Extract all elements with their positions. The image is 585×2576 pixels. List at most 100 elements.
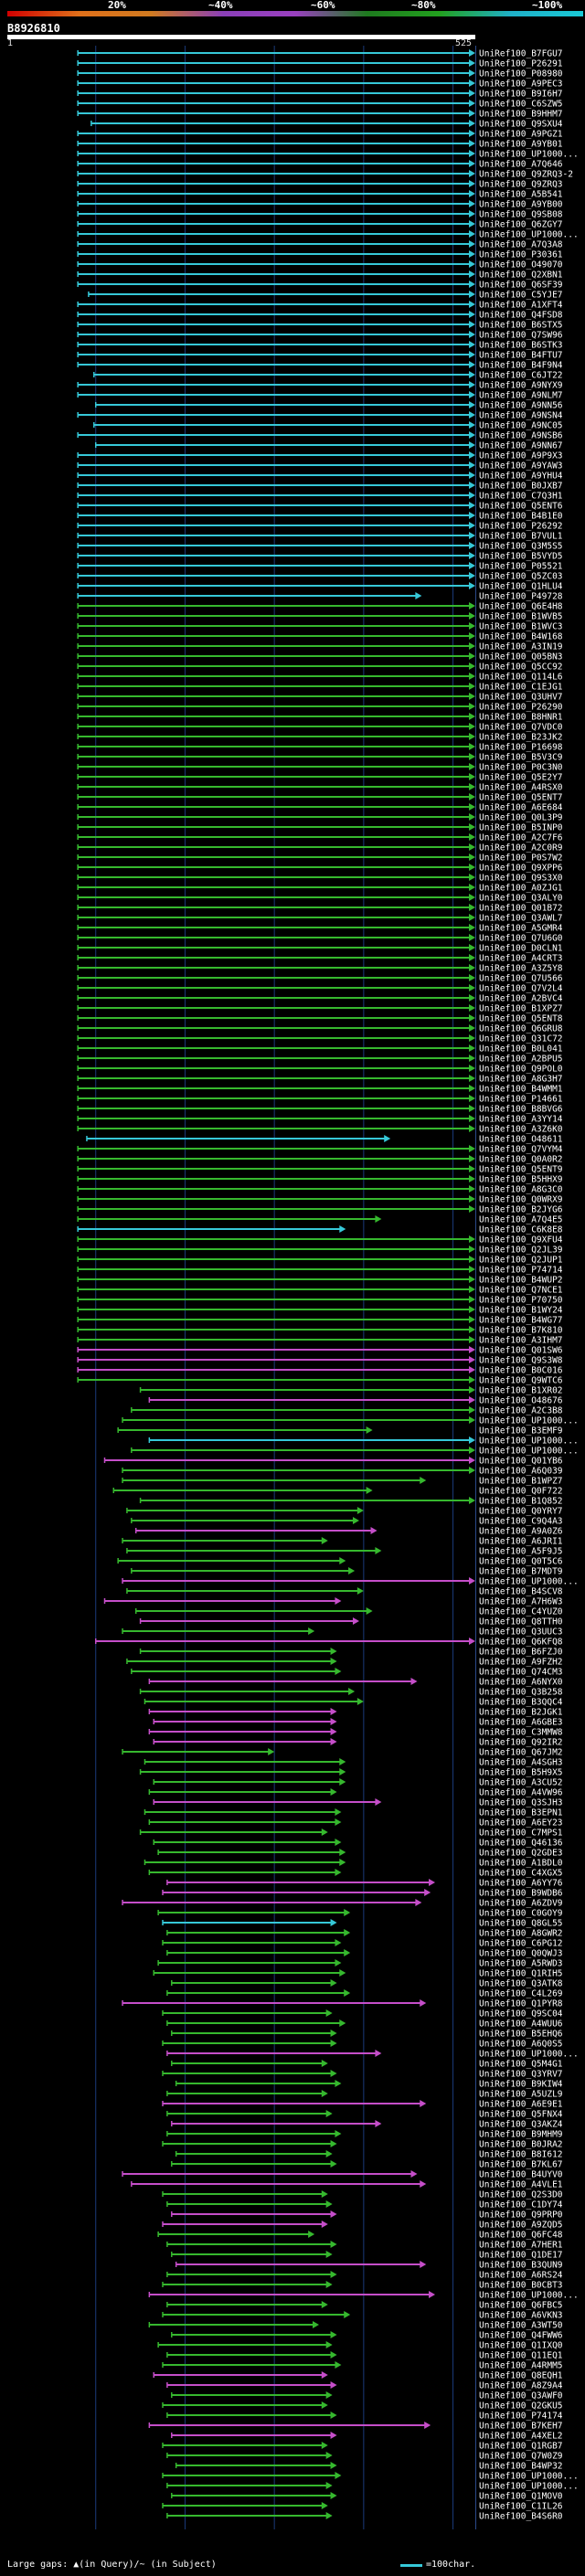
hit-id-label[interactable]: UniRef100_Q0YRY7 <box>479 1507 563 1517</box>
hit-id-label[interactable]: UniRef100_Q7U566 <box>479 974 563 984</box>
hit-id-label[interactable]: UniRef100_Q6GRU8 <box>479 1024 563 1034</box>
hit-row[interactable]: UniRef100_Q9XPP6 <box>77 864 563 874</box>
hit-row[interactable]: UniRef100_Q0YRY7 <box>126 1507 563 1517</box>
hit-row[interactable]: UniRef100_C1EJG1 <box>77 683 563 693</box>
hit-row[interactable]: UniRef100_UP1000... <box>162 2472 579 2482</box>
hit-id-label[interactable]: UniRef100_B1WPZ7 <box>479 1477 563 1487</box>
hit-id-label[interactable]: UniRef100_A9NN56 <box>479 401 563 411</box>
hit-row[interactable]: UniRef100_Q9ZRQ3 <box>77 180 563 190</box>
hit-id-label[interactable]: UniRef100_Q7U6G0 <box>479 934 563 944</box>
hit-row[interactable]: UniRef100_A9NN56 <box>94 401 563 411</box>
hit-id-label[interactable]: UniRef100_B4F9N4 <box>479 361 563 371</box>
hit-id-label[interactable]: UniRef100_C4L269 <box>479 1989 563 1999</box>
hit-row[interactable]: UniRef100_A6GBE3 <box>153 1718 563 1728</box>
hit-id-label[interactable]: UniRef100_A6GBE3 <box>479 1718 563 1728</box>
hit-row[interactable]: UniRef100_A6JRI1 <box>122 1537 563 1547</box>
hit-row[interactable]: UniRef100_A6EY23 <box>148 1818 563 1829</box>
hit-id-label[interactable]: UniRef100_A7Q3A8 <box>479 240 563 250</box>
hit-row[interactable]: UniRef100_Q5ZC03 <box>77 572 563 582</box>
hit-id-label[interactable]: UniRef100_Q9S3X0 <box>479 874 563 884</box>
hit-id-label[interactable]: UniRef100_P14661 <box>479 1095 563 1105</box>
hit-row[interactable]: UniRef100_B9WDB6 <box>162 1889 563 1899</box>
hit-row[interactable]: UniRef100_UP1000... <box>77 150 579 160</box>
hit-id-label[interactable]: UniRef100_Q74CM3 <box>479 1668 563 1678</box>
hit-row[interactable]: UniRef100_Q6E4H8 <box>77 602 563 612</box>
hit-id-label[interactable]: UniRef100_A9NC05 <box>479 421 563 431</box>
hit-id-label[interactable]: UniRef100_B5VYD5 <box>479 552 563 562</box>
hit-row[interactable]: UniRef100_Q9PRP0 <box>171 2210 563 2221</box>
hit-row[interactable]: UniRef100_A4VW96 <box>148 1788 563 1798</box>
hit-row[interactable]: UniRef100_Q2GDE3 <box>157 1849 563 1859</box>
hit-row[interactable]: UniRef100_A9NC05 <box>93 421 563 431</box>
hit-id-label[interactable]: UniRef100_C1EJG1 <box>479 683 563 693</box>
hit-row[interactable]: UniRef100_P16698 <box>77 743 563 753</box>
hit-id-label[interactable]: UniRef100_A3CU52 <box>479 1778 563 1788</box>
hit-id-label[interactable]: UniRef100_O48611 <box>479 1135 563 1145</box>
hit-row[interactable]: UniRef100_A5B541 <box>77 190 563 200</box>
hit-id-label[interactable]: UniRef100_P26292 <box>479 522 563 532</box>
hit-row[interactable]: UniRef100_C6K8E8 <box>77 1225 563 1235</box>
hit-id-label[interactable]: UniRef100_Q7SW96 <box>479 331 563 341</box>
hit-id-label[interactable]: UniRef100_Q3UUC3 <box>479 1627 563 1638</box>
hit-id-label[interactable]: UniRef100_Q05BN3 <box>479 652 563 663</box>
hit-row[interactable]: UniRef100_A7Q646 <box>77 160 563 170</box>
hit-id-label[interactable]: UniRef100_A6NYX0 <box>479 1678 563 1688</box>
hit-id-label[interactable]: UniRef100_Q3YRV7 <box>479 2070 563 2080</box>
hit-row[interactable]: UniRef100_P0S7W2 <box>77 853 563 864</box>
hit-id-label[interactable]: UniRef100_Q01B72 <box>479 904 563 914</box>
hit-id-label[interactable]: UniRef100_Q01YB6 <box>479 1457 563 1467</box>
hit-row[interactable]: UniRef100_B3EMF9 <box>117 1426 563 1436</box>
hit-row[interactable]: UniRef100_P70750 <box>77 1296 563 1306</box>
hit-id-label[interactable]: UniRef100_B7K810 <box>479 1326 563 1336</box>
hit-id-label[interactable]: UniRef100_A4VLE1 <box>479 2180 563 2190</box>
hit-row[interactable]: UniRef100_Q3ATK8 <box>171 1979 563 1989</box>
hit-id-label[interactable]: UniRef100_A5B541 <box>479 190 563 200</box>
hit-row[interactable]: UniRef100_Q7VDC0 <box>77 723 563 733</box>
hit-row[interactable]: UniRef100_B5VYD5 <box>77 552 563 562</box>
hit-row[interactable]: UniRef100_Q9ZRQ3-2 <box>77 170 573 180</box>
hit-row[interactable]: UniRef100_Q3ALY0 <box>77 894 563 904</box>
hit-id-label[interactable]: UniRef100_B9MHM9 <box>479 2130 563 2140</box>
hit-id-label[interactable]: UniRef100_Q1RGB7 <box>479 2442 563 2452</box>
hit-row[interactable]: UniRef100_A9P9X3 <box>77 451 563 461</box>
hit-row[interactable]: UniRef100_B9I6H7 <box>77 90 563 100</box>
hit-row[interactable]: UniRef100_Q01SW6 <box>77 1346 563 1356</box>
hit-row[interactable]: UniRef100_Q5ENT7 <box>77 793 563 803</box>
hit-row[interactable]: UniRef100_Q2JL39 <box>77 1246 563 1256</box>
hit-row[interactable]: UniRef100_UP1000... <box>131 1447 579 1457</box>
hit-row[interactable]: UniRef100_Q5ENT9 <box>77 1165 563 1175</box>
hit-id-label[interactable]: UniRef100_B9I6H7 <box>479 90 563 100</box>
hit-row[interactable]: UniRef100_Q6SF39 <box>77 281 563 291</box>
hit-id-label[interactable]: UniRef100_B0JRA2 <box>479 2140 563 2150</box>
hit-id-label[interactable]: UniRef100_Q8EQH1 <box>479 2371 563 2381</box>
hit-row[interactable]: UniRef100_B4WUP2 <box>77 1276 563 1286</box>
hit-id-label[interactable]: UniRef100_Q1IXQ0 <box>479 2341 563 2351</box>
hit-id-label[interactable]: UniRef100_B7KL67 <box>479 2160 563 2170</box>
hit-id-label[interactable]: UniRef100_Q5CC92 <box>479 663 563 673</box>
hit-row[interactable]: UniRef100_A2BPU5 <box>77 1055 563 1065</box>
hit-row[interactable]: UniRef100_UP1000... <box>148 1436 579 1447</box>
hit-id-label[interactable]: UniRef100_Q2XBN1 <box>479 270 563 281</box>
hit-id-label[interactable]: UniRef100_A3Z5Y8 <box>479 964 563 974</box>
hit-row[interactable]: UniRef100_Q3AWF0 <box>171 2391 563 2401</box>
hit-id-label[interactable]: UniRef100_Q4FSD8 <box>479 311 563 321</box>
hit-row[interactable]: UniRef100_B4F9N4 <box>77 361 563 371</box>
hit-id-label[interactable]: UniRef100_Q7VYM4 <box>479 1145 563 1155</box>
hit-row[interactable]: UniRef100_A9NSN4 <box>77 411 563 421</box>
hit-row[interactable]: UniRef100_UP1000... <box>166 2050 579 2060</box>
hit-row[interactable]: UniRef100_C6PG12 <box>162 1939 563 1949</box>
hit-row[interactable]: UniRef100_A7Q3A8 <box>77 240 563 250</box>
hit-row[interactable]: UniRef100_C4L269 <box>166 1989 563 1999</box>
hit-row[interactable]: UniRef100_C1IL26 <box>162 2502 563 2512</box>
hit-id-label[interactable]: UniRef100_B1XR02 <box>479 1386 563 1396</box>
hit-row[interactable]: UniRef100_Q2S3D0 <box>162 2190 563 2200</box>
hit-row[interactable]: UniRef100_Q6GRU8 <box>77 1024 563 1034</box>
hit-id-label[interactable]: UniRef100_Q2S3D0 <box>479 2190 563 2200</box>
hit-id-label[interactable]: UniRef100_Q2GKU5 <box>479 2401 563 2412</box>
hit-id-label[interactable]: UniRef100_B9WDB6 <box>479 1889 563 1899</box>
hit-id-label[interactable]: UniRef100_A7H6W3 <box>479 1597 563 1607</box>
hit-id-label[interactable]: UniRef100_A9YHU4 <box>479 472 563 482</box>
hit-row[interactable]: UniRef100_C4XGX5 <box>148 1869 563 1879</box>
hit-row[interactable]: UniRef100_A4XEL2 <box>171 2432 563 2442</box>
hit-row[interactable]: UniRef100_Q7W0Z9 <box>166 2452 563 2462</box>
